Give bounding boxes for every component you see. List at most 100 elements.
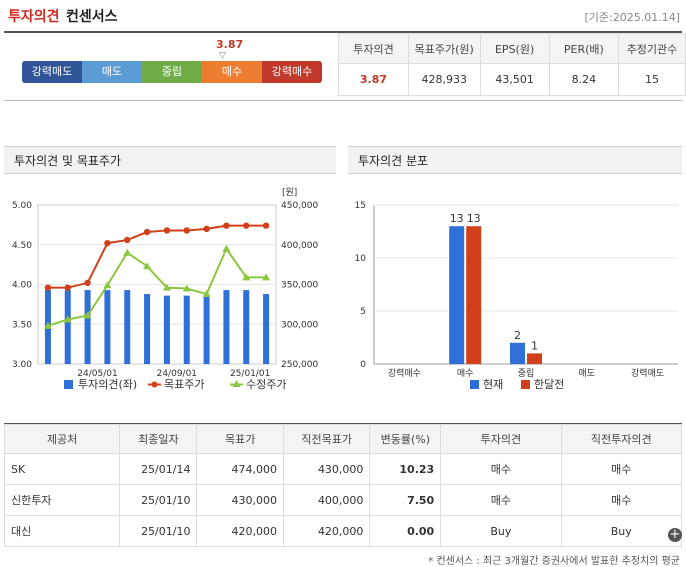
summary-header-1: 목표주가(원) [407, 33, 481, 64]
chart1-y2-unit: [원] [282, 187, 297, 198]
chart1-xtick: 25/01/01 [230, 369, 270, 379]
chart1-legend-label: 목표주가 [164, 378, 204, 391]
detail-header-4: 변동률(%) [369, 424, 442, 454]
chart1-title: 투자의견 및 목표주가 [4, 146, 336, 174]
summary-divider [4, 100, 682, 101]
chart2-xtick: 강력매도 [631, 367, 664, 379]
chart1-bar [144, 294, 151, 364]
footnote: * 컨센서스 : 최근 3개월간 증권사에서 발표한 추정치의 평균 [428, 556, 680, 567]
chart2-legend-label: 현재 [483, 378, 503, 391]
summary-header-0: 투자의견 [338, 33, 409, 64]
chart1-line-2 [47, 246, 267, 327]
chart1-bar [263, 294, 270, 364]
detail-cell: 474,000 [196, 453, 284, 485]
chart1-point [83, 311, 92, 319]
detail-cell: 420,000 [282, 515, 371, 547]
chart1-bar [243, 290, 250, 364]
summary-header-2: EPS(원) [479, 33, 550, 64]
chart1-bar [104, 290, 111, 364]
chart1-ytick: 3.00 [12, 360, 32, 370]
chart1-ytick: 3.50 [12, 320, 32, 330]
chart2-xtick: 매도 [579, 368, 596, 379]
chart1-bar [203, 295, 210, 364]
chart2-ytick: 0 [360, 360, 366, 370]
chart1-legend-swatch [64, 380, 73, 389]
chart1-legend-label: 수정주가 [246, 378, 286, 391]
chart2-xtick: 매수 [457, 368, 474, 379]
detail-cell: 매수 [440, 484, 562, 516]
chart1-point [242, 273, 251, 281]
chart1-bar [124, 290, 131, 364]
summary-value-4: 15 [618, 63, 686, 96]
chart1-line-1 [47, 224, 267, 289]
detail-cell: 신한투자 [3, 484, 121, 516]
scale-segment-3: 매수 [202, 61, 262, 83]
chart1-bar [223, 290, 230, 364]
chart1-point [223, 222, 230, 229]
detail-cell: 10.23 [369, 453, 442, 485]
detail-table: 제공처 최종일자 목표가 직전목표가 변동률(%) 투자의견 직전투자의견 SK 25/01/1… [3, 424, 683, 547]
detail-header-6: 직전투자의견 [560, 424, 683, 454]
chart1-legend-marker [151, 381, 158, 388]
detail-cell: 매수 [560, 484, 683, 516]
chart2-data-label: 13 [467, 212, 481, 225]
chart2-xtick: 강력매수 [388, 367, 421, 379]
table-row: SK 25/01/14 474,000 430,000 10.23 매수 매수 [3, 453, 683, 485]
chart2-legend-swatch [470, 380, 479, 389]
chart2-title: 투자의견 분포 [348, 146, 682, 174]
chart1-y2tick: 350,000 [281, 281, 318, 291]
chart1-xtick: 24/09/01 [157, 369, 197, 379]
chart1-point [44, 284, 52, 291]
scale-marker-arrow-icon: ▽ [219, 51, 226, 61]
page-subtitle: 컨센서스 [66, 9, 118, 25]
chart1-legend-label: 투자의견(좌) [78, 378, 137, 391]
chart1-point [143, 228, 151, 236]
chart1-point [183, 227, 190, 234]
plus-circle-icon[interactable]: + [668, 527, 682, 542]
chart1-ytick: 4.50 [12, 241, 32, 251]
scale-segment-4: 강력매수 [262, 61, 322, 83]
detail-cell: 430,000 [282, 453, 371, 485]
detail-cell: Buy [440, 515, 562, 547]
opinion-target-chart: 5.00 4.50 4.00 3.50 3.00 450,000 400,000 350,00… [12, 187, 319, 391]
chart1-xtick: 24/05/01 [77, 369, 117, 379]
chart1-point [163, 227, 171, 234]
chart2-bar [449, 226, 465, 364]
chart1-legend-marker [232, 380, 241, 387]
detail-header-3: 직전목표가 [282, 424, 371, 454]
chart1-y2tick: 250,000 [281, 360, 318, 370]
scale-segment-2: 중립 [142, 61, 202, 83]
chart1-point [124, 236, 131, 244]
chart2-ytick: 10 [355, 254, 367, 264]
chart1-point [182, 284, 191, 292]
detail-cell: 매수 [440, 453, 562, 485]
chart1-point [202, 290, 211, 298]
detail-cell: 430,000 [196, 484, 284, 516]
summary-value-0: 3.87 [338, 63, 409, 96]
summary-value-2: 43,501 [479, 63, 550, 96]
detail-cell: 0.00 [369, 515, 442, 547]
detail-cell: 매수 [560, 453, 683, 485]
detail-cell: 7.50 [369, 484, 442, 516]
chart1-bar [84, 290, 91, 364]
chart1-point [143, 262, 152, 270]
chart1-point [262, 222, 270, 229]
summary-value-1: 428,933 [407, 63, 481, 96]
chart1-point [243, 222, 250, 229]
chart2-bar [466, 226, 482, 364]
chart1-y2tick: 400,000 [281, 241, 318, 251]
detail-cell: 25/01/14 [119, 453, 198, 485]
detail-cell: 25/01/10 [119, 515, 198, 547]
chart1-bar [163, 295, 170, 364]
scale-marker-value: 3.87 [216, 38, 244, 51]
detail-header-1: 최종일자 [119, 424, 198, 454]
chart1-point [162, 283, 171, 291]
chart1-point [222, 244, 231, 252]
chart2-legend-label: 한달전 [534, 378, 564, 391]
chart1-ytick: 4.00 [12, 281, 32, 291]
detail-cell: Buy [560, 515, 683, 547]
detail-cell: 대신 [3, 515, 121, 547]
header-divider [4, 31, 682, 33]
chart1-point [262, 273, 271, 281]
detail-cell: 400,000 [282, 484, 371, 516]
